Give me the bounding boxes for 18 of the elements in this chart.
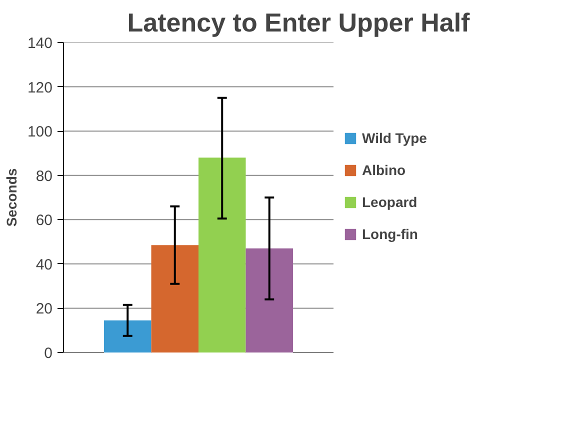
y-tick-label: 40 [36,256,53,274]
bar [246,248,293,352]
bar [151,245,198,352]
bar [104,320,152,352]
y-tick-label: 100 [27,124,53,141]
y-tick-label: 60 [36,212,53,230]
y-tick-label: 0 [44,345,52,362]
chart-title: Latency to Enter Upper Half [127,8,470,38]
y-tick-label: 120 [27,79,53,96]
y-tick-label: 20 [36,300,53,318]
y-axis-title: Seconds [3,168,20,227]
y-tick-label: 80 [36,168,53,185]
legend-label: Long-fin [362,226,418,242]
legend-label: Albino [362,162,406,178]
legend-label: Wild Type [362,130,427,146]
y-tick-label: 140 [27,35,53,52]
legend-label: Leopard [362,194,418,210]
bar [198,158,246,352]
